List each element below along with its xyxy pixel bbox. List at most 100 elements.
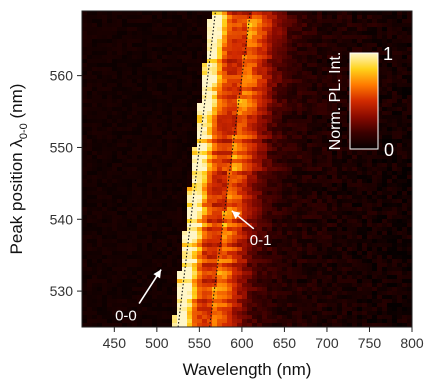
heatmap-cell (402, 15, 408, 20)
heatmap-cell (87, 135, 93, 140)
heatmap-cell (212, 239, 218, 244)
heatmap-cell (402, 27, 408, 32)
heatmap-cell (302, 91, 308, 96)
heatmap-cell (262, 139, 268, 144)
heatmap-cell (242, 131, 248, 136)
heatmap-cell (327, 23, 333, 28)
heatmap-cell (207, 55, 213, 60)
heatmap-cell (352, 275, 358, 280)
heatmap-cell (327, 259, 333, 264)
heatmap-cell (397, 283, 403, 288)
heatmap-cell (262, 311, 268, 316)
heatmap-cell (392, 155, 398, 160)
heatmap-cell (337, 15, 343, 20)
heatmap-cell (207, 219, 213, 224)
heatmap-cell (247, 291, 253, 296)
heatmap-cell (357, 243, 363, 248)
heatmap-cell (232, 91, 238, 96)
heatmap-cell (387, 175, 393, 180)
heatmap-cell (337, 291, 343, 296)
heatmap-cell (232, 159, 238, 164)
heatmap-cell (87, 87, 93, 92)
heatmap-cell (167, 31, 173, 36)
heatmap-cell (97, 259, 103, 264)
heatmap-cell (287, 279, 293, 284)
heatmap-cell (87, 195, 93, 200)
heatmap-cell (297, 263, 303, 268)
heatmap-cell (247, 239, 253, 244)
heatmap-cell (192, 51, 198, 56)
heatmap-cell (382, 171, 388, 176)
heatmap-cell (272, 135, 278, 140)
heatmap-cell (117, 219, 123, 224)
heatmap-cell (387, 195, 393, 200)
heatmap-cell (222, 115, 228, 120)
heatmap-cell (247, 147, 253, 152)
heatmap-cell (172, 263, 178, 268)
heatmap-cell (292, 43, 298, 48)
heatmap-cell (142, 203, 148, 208)
heatmap-cell (387, 131, 393, 136)
heatmap-cell (137, 175, 143, 180)
heatmap-cell (372, 159, 378, 164)
heatmap-cell (327, 143, 333, 148)
heatmap-cell (102, 107, 108, 112)
heatmap-cell (367, 227, 373, 232)
heatmap-cell (92, 139, 98, 144)
heatmap-cell (352, 155, 358, 160)
heatmap-cell (257, 123, 263, 128)
heatmap-cell (147, 191, 153, 196)
heatmap-cell (272, 159, 278, 164)
heatmap-cell (382, 51, 388, 56)
heatmap-cell (252, 219, 258, 224)
heatmap-cell (217, 199, 223, 204)
heatmap-cell (357, 211, 363, 216)
heatmap-cell (352, 27, 358, 32)
heatmap-cell (162, 291, 168, 296)
heatmap-cell (197, 299, 203, 304)
heatmap-cell (357, 203, 363, 208)
heatmap-cell (242, 283, 248, 288)
heatmap-cell (312, 243, 318, 248)
heatmap-cell (157, 299, 163, 304)
heatmap-cell (132, 163, 138, 168)
heatmap-cell (332, 283, 338, 288)
heatmap-cell (312, 255, 318, 260)
heatmap-cell (147, 147, 153, 152)
heatmap-cell (387, 215, 393, 220)
heatmap-cell (312, 171, 318, 176)
heatmap-cell (362, 267, 368, 272)
heatmap-cell (342, 15, 348, 20)
heatmap-cell (247, 275, 253, 280)
heatmap-cell (382, 71, 388, 76)
heatmap-cell (297, 63, 303, 68)
heatmap-cell (267, 191, 273, 196)
heatmap-cell (232, 155, 238, 160)
heatmap-cell (152, 139, 158, 144)
heatmap-cell (362, 279, 368, 284)
heatmap-cell (197, 179, 203, 184)
heatmap-cell (127, 311, 133, 316)
heatmap-cell (237, 247, 243, 252)
heatmap-cell (402, 203, 408, 208)
heatmap-cell (387, 67, 393, 72)
heatmap-cell (192, 251, 198, 256)
heatmap-cell (262, 135, 268, 140)
heatmap-cell (272, 251, 278, 256)
heatmap-cell (342, 31, 348, 36)
heatmap-cell (167, 123, 173, 128)
heatmap-cell (167, 207, 173, 212)
heatmap-cell (307, 307, 313, 312)
heatmap-cell (92, 111, 98, 116)
heatmap-cell (182, 311, 188, 316)
heatmap-cell (272, 247, 278, 252)
heatmap-cell (377, 127, 383, 132)
heatmap-cell (182, 179, 188, 184)
heatmap-cell (157, 147, 163, 152)
heatmap-cell (372, 231, 378, 236)
heatmap-cell (202, 11, 208, 16)
heatmap-cell (137, 207, 143, 212)
heatmap-cell (182, 71, 188, 76)
heatmap-cell (192, 11, 198, 16)
heatmap-cell (257, 303, 263, 308)
